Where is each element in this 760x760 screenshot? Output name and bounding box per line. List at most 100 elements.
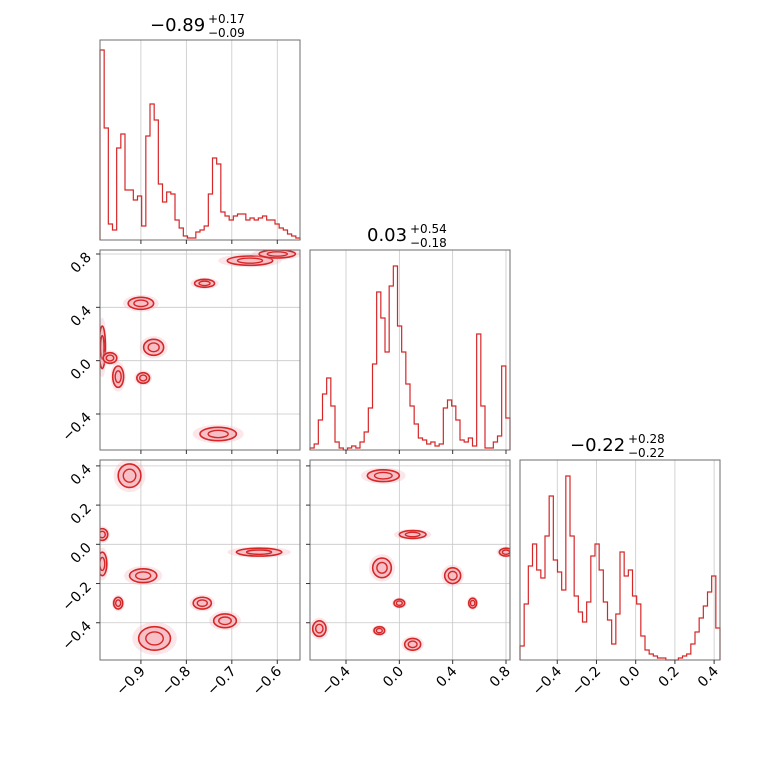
scatter-panel-1-2-contour-inner-1	[105, 354, 115, 362]
scatter-panel-2-3-contour-outer-3	[371, 557, 393, 579]
scatter-panel-1-3-contour-inner-8	[245, 549, 273, 556]
scatter-panel-1-3-contour-outer-6	[192, 596, 213, 610]
scatter-panel-2-3-frame	[309, 459, 511, 661]
hist-panel-2	[309, 250, 511, 451]
scatter-panel-1-3-xticklabel-2: −0.7	[204, 664, 239, 699]
scatter-panel-2-3-contour-outer-7	[443, 567, 462, 585]
scatter-panel-1-2-contour-outer-8	[226, 255, 274, 267]
scatter-panel-2-3-contour-outer-0	[366, 469, 401, 483]
scatter-panel-1-3-contour-outer-8	[235, 547, 283, 557]
scatter-panel-1-2-contour-outer-7	[199, 426, 238, 442]
scatter-panel-1-2-contour-outer-5	[136, 371, 151, 385]
scatter-panel-2-3-contour-inner-6	[407, 640, 418, 649]
hist-panel-2-xaxis	[345, 450, 507, 454]
scatter-panel-1-3-contour-inner-5	[145, 631, 164, 646]
title-param-3-median: −0.22	[570, 435, 625, 456]
scatter-panel-1-2-frame	[99, 249, 301, 451]
scatter-panel-1-3-contour-outer-5	[137, 625, 172, 651]
scatter-panel-1-2-contour-inner-0	[100, 334, 105, 360]
scatter-panel-1-2-contour-inner-4	[147, 342, 160, 353]
scatter-panel-1-2-contours	[100, 250, 300, 444]
scatter-panel-1-3-contour-inner-7	[218, 616, 232, 626]
scatter-panel-2-3-yaxis	[306, 465, 310, 624]
scatter-panel-2-3-contours	[310, 467, 510, 653]
title-param-2: 0.03 +0.54 −0.18	[367, 222, 447, 250]
scatter-panel-1-2-yticklabel-3: 0.8	[68, 250, 95, 277]
scatter-panel-1-3-contour-outer-1	[100, 527, 109, 542]
scatter-panel-1-2-yticklabel-1: 0.0	[68, 356, 95, 383]
scatter-panel-1-3-contours	[100, 460, 291, 655]
scatter-panel-1-3-yticklabel-2: 0.0	[68, 540, 95, 567]
hist-panel-1-xaxis	[140, 240, 278, 244]
scatter-panel-1-2-contour-inner-3	[133, 299, 149, 308]
scatter-panel-1-3-xticklabel-3: −0.6	[250, 663, 285, 698]
scatter-panel-2-3-contour-inner-3	[376, 561, 388, 574]
hist-panel-3-xaxis: −0.4 −0.2 0.0 0.2 0.4	[530, 660, 722, 699]
hist-panel-1-step-line	[99, 49, 301, 240]
scatter-panel-1-3-yticklabel-4: 0.4	[68, 461, 95, 488]
hist-panel-3-xticklabel-0: −0.4	[530, 663, 565, 698]
scatter-panel-1-2-contour-outer-9	[258, 250, 297, 259]
scatter-panel-1-3-xaxis: −0.9 −0.8 −0.7 −0.6	[113, 660, 285, 699]
scatter-panel-2-3-contour-outer-6	[403, 637, 422, 651]
scatter-panel-2-3-contour-outer-1	[398, 529, 427, 540]
scatter-panel-2-3-xticklabel-0: −0.4	[318, 663, 353, 698]
scatter-panel-1-3-contour-inner-3	[114, 599, 122, 608]
hist-panel-3-xticklabel-4: 0.4	[695, 663, 722, 690]
scatter-panel-1-2-contour-inner-5	[138, 374, 148, 382]
hist-panel-1-frame	[99, 39, 301, 241]
title-param-1: −0.89 +0.17 −0.09	[150, 12, 245, 40]
scatter-panel-1-2-contour-outer-1	[102, 351, 118, 365]
scatter-panel-1-3-xticklabel-0: −0.9	[113, 664, 148, 699]
scatter-panel-1-2-contour-inner-9	[266, 251, 288, 257]
scatter-panel-1-2-contour-inner-7	[207, 429, 229, 439]
scatter-panel-1-2-contour-inner-2	[114, 370, 122, 384]
scatter-panel-2-3-xticklabel-1: 0.0	[380, 664, 407, 691]
scatter-panel-2-3-contour-inner-4	[375, 627, 383, 634]
hist-panel-3-xticklabel-3: 0.2	[656, 664, 683, 691]
scatter-panel-1-2-contour-outer-4	[142, 338, 165, 357]
scatter-panel-1-3-yticklabel-1: −0.2	[59, 579, 94, 614]
scatter-panel-2-3-contour-outer-2	[311, 619, 327, 638]
hist-panel-2-step-line	[309, 265, 511, 451]
hist-panel-3-frame	[519, 459, 721, 661]
scatter-panel-1-2-yaxis: −0.4 0.0 0.4 0.8	[59, 250, 100, 445]
hist-panel-1	[99, 40, 301, 240]
scatter-panel-1-3-contour-inner-0	[122, 468, 137, 483]
scatter-panel-1-3-contour-outer-4	[128, 568, 158, 584]
scatter-panel-2-3	[310, 460, 510, 660]
scatter-panel-1-3-yaxis: −0.4 −0.2 0.0 0.2 0.4	[59, 461, 100, 654]
scatter-panel-2-3-xticklabel-3: 0.8	[487, 664, 514, 691]
scatter-panel-2-3-contour-inner-2	[314, 623, 324, 634]
scatter-panel-2-3-contour-inner-8	[469, 599, 476, 607]
scatter-panel-2-3-contour-inner-7	[447, 570, 458, 581]
scatter-panel-1-3-xticklabel-1: −0.8	[159, 664, 194, 699]
scatter-panel-1-3-contour-inner-1	[100, 530, 106, 539]
hist-panel-3-xticklabel-2: 0.0	[616, 664, 643, 691]
hist-panel-2-frame	[309, 249, 511, 451]
scatter-panel-2-3-contour-inner-5	[395, 600, 403, 606]
scatter-panel-1-2-contour-inner-8	[236, 257, 264, 264]
scatter-panel-1-2-yticklabel-2: 0.4	[68, 303, 95, 330]
title-param-3-lower: −0.22	[628, 446, 665, 460]
title-param-2-lower: −0.18	[410, 236, 447, 250]
title-param-1-upper: +0.17	[208, 12, 245, 26]
scatter-panel-1-3-contour-outer-0	[117, 463, 142, 489]
scatter-panel-1-3-contour-outer-7	[212, 613, 238, 629]
title-param-1-median: −0.89	[150, 15, 205, 36]
scatter-panel-1-2-contour-inner-6	[198, 280, 211, 287]
scatter-panel-1-3-contour-inner-4	[134, 571, 152, 581]
scatter-panel-1-3-contour-inner-6	[196, 599, 208, 608]
scatter-panel-1-2-xaxis	[140, 450, 278, 454]
scatter-panel-1-2	[100, 250, 300, 450]
title-param-2-upper: +0.54	[410, 222, 447, 236]
scatter-panel-1-2-contour-outer-2	[111, 365, 125, 389]
scatter-panel-1-3-yticklabel-0: −0.4	[59, 618, 94, 653]
scatter-panel-1-2-yticklabel-0: −0.4	[59, 409, 94, 444]
scatter-panel-2-3-contour-inner-1	[404, 531, 421, 538]
scatter-panel-2-3-contour-inner-0	[373, 471, 393, 480]
title-param-2-median: 0.03	[367, 225, 407, 246]
scatter-panel-1-3-frame	[99, 459, 301, 661]
scatter-panel-2-3-xticklabel-2: 0.4	[433, 663, 460, 690]
panels: −0.9 −0.8 −0.7 −0.6 −0.4 0.0 0.4 0.8 −0.4 −0.2 0.0…	[59, 39, 722, 699]
